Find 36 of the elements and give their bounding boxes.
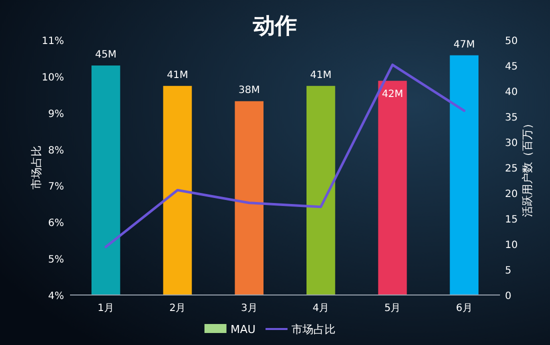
data-label: 42M: [382, 88, 404, 100]
data-label: 41M: [310, 70, 332, 81]
data-label: 47M: [453, 39, 475, 50]
y-tick-label: 5%: [48, 254, 64, 266]
y2-tick-label: 35: [505, 112, 518, 124]
y2-tick-label: 30: [505, 138, 518, 149]
x-tick-label: 2月: [169, 303, 186, 314]
y-axis-title: 市场占比: [30, 146, 43, 190]
y-tick-label: 9%: [48, 108, 64, 120]
y2-tick-label: 0: [505, 291, 512, 302]
y-tick-label: 4%: [48, 291, 64, 302]
data-label: 45M: [95, 50, 117, 60]
x-tick-label: 3月: [240, 303, 258, 314]
legend-label: 市场占比: [292, 323, 336, 336]
y-tick-label: 7%: [48, 182, 64, 193]
y-tick-label: 10%: [42, 72, 64, 84]
y-tick-label: 8%: [48, 145, 64, 156]
chart-title: 动作: [252, 14, 297, 39]
x-tick-label: 4月: [312, 303, 330, 314]
x-tick-label: 6月: [456, 303, 472, 314]
data-label: 38M: [238, 85, 260, 96]
y2-axis-title: 活跃用户数（百万）: [521, 118, 534, 217]
x-tick-label: 5月: [384, 303, 401, 314]
data-label: 41M: [166, 70, 188, 81]
y2-tick-label: 50: [505, 36, 518, 47]
y2-tick-label: 20: [505, 189, 518, 200]
y2-tick-label: 25: [505, 164, 518, 174]
y-tick-label: 6%: [48, 218, 64, 230]
y2-tick-label: 15: [505, 214, 518, 226]
legend: MAU 市场占比: [204, 323, 336, 336]
y2-tick-label: 40: [505, 87, 518, 98]
y-tick-label: 11%: [42, 36, 64, 47]
y2-tick-label: 45: [505, 62, 518, 72]
x-tick-label: 1月: [98, 303, 114, 314]
y2-tick-label: 5: [505, 266, 512, 276]
y2-tick-label: 10: [505, 240, 518, 251]
